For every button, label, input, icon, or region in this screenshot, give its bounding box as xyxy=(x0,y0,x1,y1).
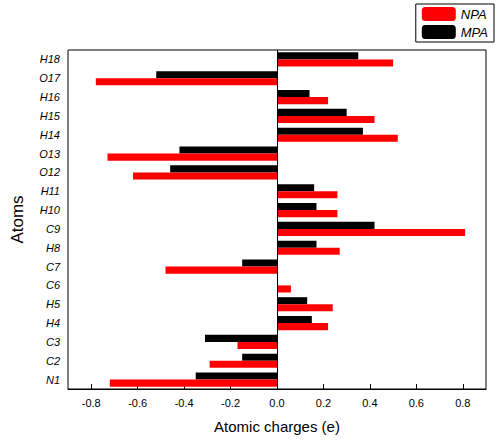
svg-text:Atomic charges (e): Atomic charges (e) xyxy=(214,418,340,435)
svg-text:O17: O17 xyxy=(39,72,61,84)
svg-text:H5: H5 xyxy=(46,298,61,310)
svg-text:-0.6: -0.6 xyxy=(128,397,147,409)
svg-text:H8: H8 xyxy=(46,242,61,254)
svg-text:N1: N1 xyxy=(46,374,60,386)
svg-text:C3: C3 xyxy=(46,336,61,348)
svg-text:Atoms: Atoms xyxy=(8,195,27,243)
svg-text:0.8: 0.8 xyxy=(455,397,470,409)
svg-text:-0.8: -0.8 xyxy=(82,397,101,409)
svg-text:H16: H16 xyxy=(40,91,61,103)
svg-text:0.6: 0.6 xyxy=(409,397,424,409)
svg-text:MPA: MPA xyxy=(461,25,488,40)
svg-text:O12: O12 xyxy=(39,166,60,178)
svg-text:O13: O13 xyxy=(39,148,61,160)
svg-text:C6: C6 xyxy=(46,279,61,291)
svg-text:C7: C7 xyxy=(46,261,61,273)
svg-text:0.0: 0.0 xyxy=(269,397,284,409)
svg-text:H4: H4 xyxy=(46,317,60,329)
svg-text:H11: H11 xyxy=(41,185,60,197)
svg-text:H10: H10 xyxy=(40,204,61,216)
svg-text:H18: H18 xyxy=(40,53,61,65)
svg-text:0.2: 0.2 xyxy=(316,397,331,409)
svg-text:H14: H14 xyxy=(40,129,60,141)
svg-text:C2: C2 xyxy=(46,355,60,367)
svg-text:C9: C9 xyxy=(46,223,60,235)
svg-text:H15: H15 xyxy=(40,110,61,122)
svg-text:NPA: NPA xyxy=(461,7,487,22)
svg-text:-0.4: -0.4 xyxy=(175,397,194,409)
svg-text:-0.2: -0.2 xyxy=(221,397,240,409)
svg-text:0.4: 0.4 xyxy=(362,397,377,409)
